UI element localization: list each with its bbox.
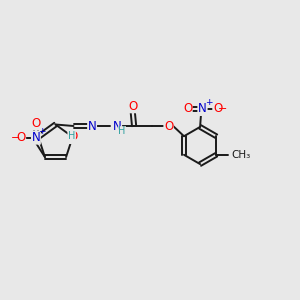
Text: H: H: [118, 126, 126, 136]
Text: +: +: [205, 98, 212, 107]
Text: N: N: [113, 119, 122, 133]
Text: O: O: [183, 102, 192, 116]
Text: −: −: [11, 133, 20, 142]
Text: O: O: [31, 117, 40, 130]
Text: N: N: [88, 119, 97, 133]
Text: CH₃: CH₃: [231, 150, 250, 160]
Text: O: O: [128, 100, 137, 113]
Text: O: O: [68, 130, 77, 143]
Text: +: +: [38, 127, 46, 136]
Text: H: H: [68, 130, 76, 141]
Text: −: −: [218, 104, 228, 114]
Text: N: N: [32, 131, 40, 144]
Text: O: O: [164, 119, 173, 133]
Text: O: O: [213, 102, 222, 116]
Text: N: N: [198, 102, 207, 116]
Text: O: O: [16, 131, 26, 144]
